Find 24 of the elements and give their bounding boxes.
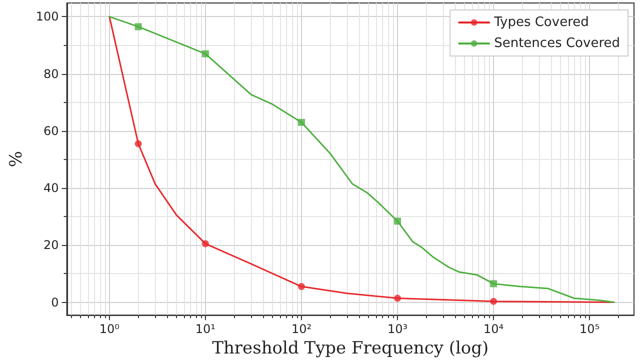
- y-tick-label: 0: [51, 295, 59, 310]
- point: [202, 240, 209, 248]
- x-tick-label: 10⁵: [580, 322, 600, 336]
- x-tick-label: 10¹: [195, 322, 216, 336]
- x-tick-label: 10⁰: [99, 322, 120, 336]
- y-tick-label: 100: [36, 10, 59, 24]
- y-axis-title: %: [6, 150, 26, 168]
- x-tick-label: 10²: [291, 322, 312, 336]
- point: [202, 50, 209, 58]
- legend-label: Sentences Covered: [494, 36, 620, 51]
- point: [394, 294, 402, 302]
- x-tick-label: 10³: [387, 322, 408, 336]
- y-tick-label: 80: [44, 66, 59, 81]
- point: [490, 280, 498, 288]
- x-tick-label: 10⁴: [484, 322, 504, 336]
- y-tick-label: 60: [44, 124, 59, 138]
- point: [298, 283, 305, 290]
- x-axis-title: Threshold Type Frequency (log): [212, 338, 489, 358]
- y-tick-label: 40: [44, 181, 59, 196]
- point: [490, 298, 498, 305]
- point: [298, 118, 305, 126]
- y-tick-label: 20: [44, 238, 59, 252]
- point: [394, 218, 402, 225]
- legend-label: Types Covered: [493, 15, 589, 30]
